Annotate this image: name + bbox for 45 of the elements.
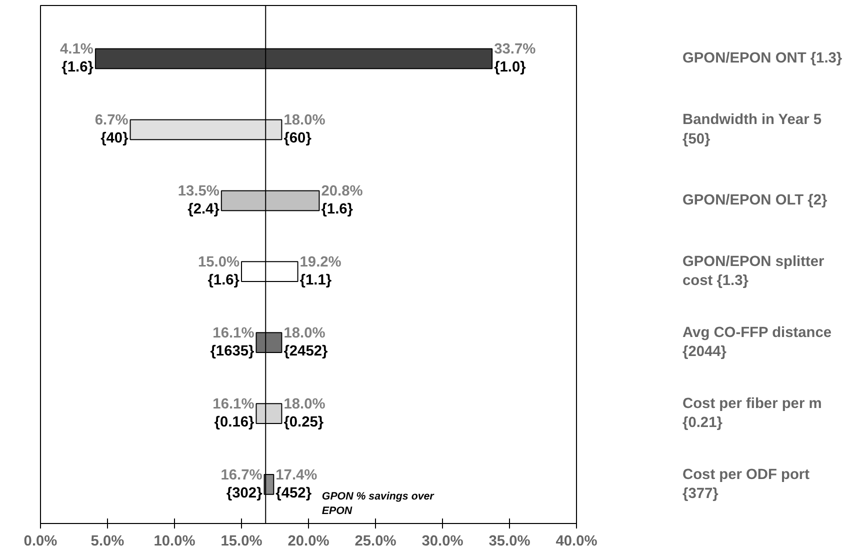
annotation: {0.16} (214, 414, 255, 431)
annotation: 18.0% (284, 326, 326, 342)
annotation: {40} (100, 130, 129, 147)
x-tick-label: 25.0% (354, 534, 396, 550)
x-tick-label: 15.0% (220, 534, 262, 550)
y-tick-label: GPON/EPON splitter cost {1.3} (682, 254, 824, 290)
x-tick-label: 35.0% (488, 534, 530, 550)
x-tick-label: 40.0% (556, 534, 598, 550)
annotation: {1.6} (321, 202, 354, 218)
annotation: {1.6} (62, 60, 94, 76)
annotation: 6.7% (94, 112, 128, 129)
annotation: {2452} (284, 344, 328, 360)
x-tick-label: 30.0% (422, 534, 464, 550)
annotation: 19.2% (300, 254, 342, 271)
annotation: {0.25} (284, 414, 324, 431)
annotation: 33.7% (494, 42, 536, 58)
annotation: {60} (284, 130, 312, 147)
y-tick-label: Cost per fiber per m {0.21} (682, 396, 822, 432)
annotation: 15.0% (198, 254, 240, 271)
annotation: {452} (276, 485, 312, 502)
annotation: 18.0% (284, 396, 326, 413)
annotation: 4.1% (60, 42, 94, 58)
y-tick-label: Bandwidth in Year 5 {50} (682, 112, 822, 148)
annotation: {1.1} (300, 272, 332, 289)
annotation: 18.0% (284, 112, 326, 129)
annotation: 13.5% (178, 184, 220, 200)
annotation: 16.1% (212, 326, 254, 342)
annotation: {2.4} (188, 202, 220, 218)
annotation: {1.0} (494, 60, 526, 76)
x-tick-label: 0.0% (24, 534, 58, 550)
annotation: 20.8% (321, 184, 363, 200)
x-axis-title: GPON % savings over EPON (322, 490, 435, 517)
annotation: 16.7% (220, 467, 262, 484)
x-tick-label: 10.0% (154, 534, 196, 550)
annotation: 17.4% (276, 467, 318, 484)
x-tick-label: 20.0% (288, 534, 330, 550)
annotation: {302} (226, 485, 263, 502)
annotation: {1635} (210, 344, 255, 360)
y-tick-label: GPON/EPON OLT {2} (682, 192, 828, 209)
annotation: 16.1% (212, 396, 254, 413)
y-tick-label: Cost per ODF port {377} (682, 466, 810, 502)
y-tick-label: GPON/EPON ONT {1.3} (682, 50, 842, 67)
annotation: {1.6} (208, 272, 240, 289)
x-tick-label: 5.0% (90, 534, 124, 550)
y-tick-label: Avg CO-FFP distance {2044} (682, 324, 832, 360)
